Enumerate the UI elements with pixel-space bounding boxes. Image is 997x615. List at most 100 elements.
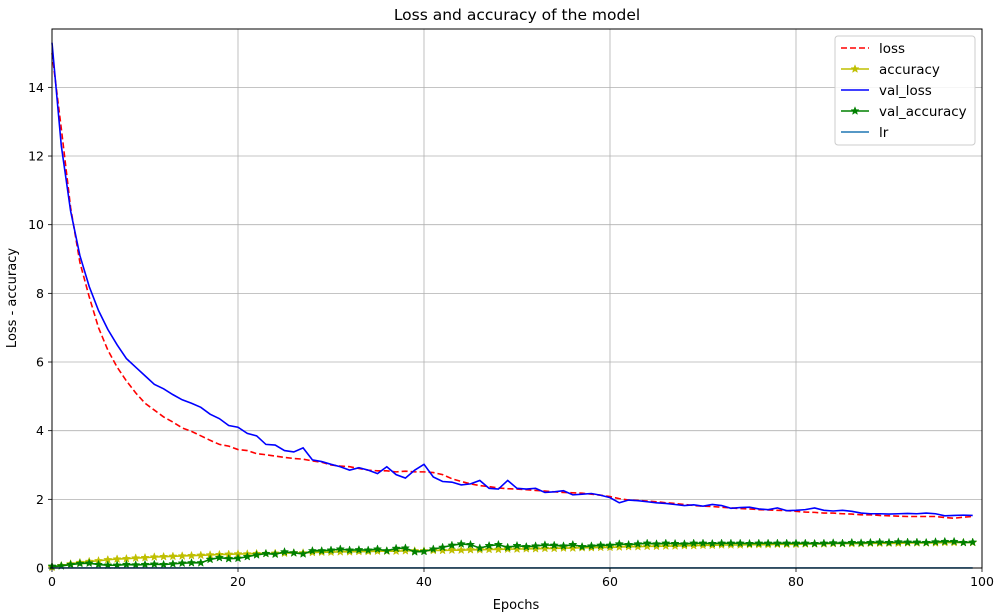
series-accuracy-point — [168, 551, 178, 561]
series-val-accuracy-point — [856, 538, 866, 547]
series-val-accuracy-point — [261, 548, 271, 558]
legend-marker-accuracy — [850, 64, 860, 73]
series-val-accuracy-point — [177, 558, 187, 568]
y-tick-label: 0 — [36, 561, 44, 576]
series-val-accuracy-point — [847, 537, 857, 547]
series-val-accuracy-point — [698, 538, 708, 548]
series-val-accuracy-point — [131, 559, 141, 569]
series-val-accuracy-point — [940, 536, 950, 546]
series-val-accuracy-point — [196, 557, 206, 567]
series-accuracy-point — [158, 551, 169, 561]
series-val-accuracy-point — [800, 538, 810, 548]
series-val-accuracy-point — [679, 539, 690, 548]
series-val-accuracy-point — [344, 545, 355, 555]
series-val-accuracy-point — [205, 554, 215, 564]
series-val-accuracy-line — [51, 540, 973, 568]
series-val-accuracy-point — [558, 541, 569, 551]
series-accuracy-point — [642, 541, 652, 551]
series-val-accuracy-point — [912, 537, 922, 547]
series-val-accuracy-point — [549, 540, 559, 550]
series-val-accuracy-point — [65, 559, 76, 569]
y-tick-label: 8 — [36, 286, 44, 301]
ticks-layer: 0 20 40 60 80 100 0 2 4 6 8 10 12 14 — [28, 80, 994, 589]
series-accuracy-point — [335, 546, 345, 556]
series-val-accuracy-point — [958, 537, 969, 547]
series-val-accuracy-point — [214, 552, 225, 562]
series-accuracy-point — [465, 544, 476, 554]
series-val-accuracy-point — [410, 546, 420, 556]
series-accuracy-point — [131, 553, 141, 563]
y-tick-label: 14 — [28, 80, 44, 95]
series-val-accuracy-point — [317, 545, 327, 555]
series-val-accuracy-point — [763, 538, 773, 548]
series-val-accuracy-point — [363, 545, 373, 555]
series-accuracy-point — [196, 550, 206, 560]
series-val-loss-line — [51, 42, 973, 517]
series-accuracy-point — [568, 543, 578, 553]
x-axis-label: Epochs — [493, 598, 540, 613]
series-val-accuracy-point — [465, 539, 476, 549]
series-val-accuracy-point — [400, 543, 411, 553]
series-val-accuracy-point — [837, 538, 848, 548]
series-val-accuracy-point — [921, 537, 931, 547]
series-val-accuracy-point — [140, 559, 150, 569]
series-val-accuracy-point — [521, 541, 531, 551]
y-tick-label: 12 — [28, 149, 44, 164]
series-accuracy-point — [549, 543, 559, 553]
series-val-accuracy-point — [884, 537, 894, 547]
series-accuracy-point — [614, 542, 624, 552]
chart-title: Loss and accuracy of the model — [394, 6, 640, 24]
series-val-accuracy-point — [158, 559, 169, 569]
x-tick-label: 0 — [48, 574, 56, 589]
series-accuracy-point — [633, 541, 643, 551]
series-val-accuracy-point — [865, 537, 876, 547]
series-val-accuracy-point — [279, 546, 290, 556]
series-val-accuracy-point — [875, 537, 885, 547]
series-val-accuracy-point — [93, 559, 104, 569]
plot-frame — [51, 28, 983, 569]
series-accuracy-point — [149, 552, 159, 561]
series-val-accuracy-point — [270, 549, 280, 559]
series-val-accuracy-point — [484, 540, 494, 550]
series-accuracy-point — [530, 543, 541, 553]
series-val-accuracy-point — [782, 538, 792, 548]
series-val-accuracy-point — [289, 547, 299, 557]
series-accuracy-point — [540, 543, 550, 553]
series-val-accuracy-point — [633, 539, 643, 548]
legend-label-accuracy: accuracy — [879, 62, 940, 78]
series-accuracy-point — [186, 550, 197, 560]
series-val-accuracy-point — [828, 538, 838, 547]
series-val-accuracy-point — [103, 560, 113, 570]
series-val-accuracy-point — [168, 558, 178, 568]
series-val-accuracy-point — [242, 551, 252, 561]
series-val-accuracy-point — [651, 539, 662, 548]
legend-marker-val-accuracy — [850, 106, 860, 115]
x-tick-label: 60 — [602, 574, 618, 589]
series-accuracy-point — [512, 544, 522, 554]
series-val-accuracy-point — [791, 538, 801, 548]
legend-label-loss: loss — [879, 41, 905, 57]
series-val-accuracy-point — [819, 538, 829, 548]
series-val-accuracy-point — [335, 544, 345, 554]
series-loss-line — [51, 52, 973, 520]
y-axis-label: Loss - accuracy — [5, 248, 20, 348]
series-val-accuracy-point — [437, 542, 448, 552]
series-val-accuracy-point — [391, 543, 401, 553]
legend-label-val-accuracy: val_accuracy — [879, 104, 967, 120]
series-val-accuracy-point — [503, 542, 513, 552]
series-val-accuracy-point — [968, 537, 978, 547]
series-accuracy-point — [484, 544, 494, 554]
y-tick-label: 6 — [36, 355, 44, 370]
series-val-accuracy-point — [809, 538, 820, 548]
series-val-accuracy-point — [902, 537, 913, 547]
series-val-accuracy-point — [307, 545, 318, 555]
series-val-accuracy-point — [577, 541, 587, 551]
series-accuracy-point — [437, 545, 448, 555]
legend-box — [834, 35, 976, 146]
series-val-accuracy-point — [251, 550, 262, 559]
series-val-accuracy-point — [772, 538, 783, 548]
series-val-accuracy-point — [493, 539, 504, 549]
